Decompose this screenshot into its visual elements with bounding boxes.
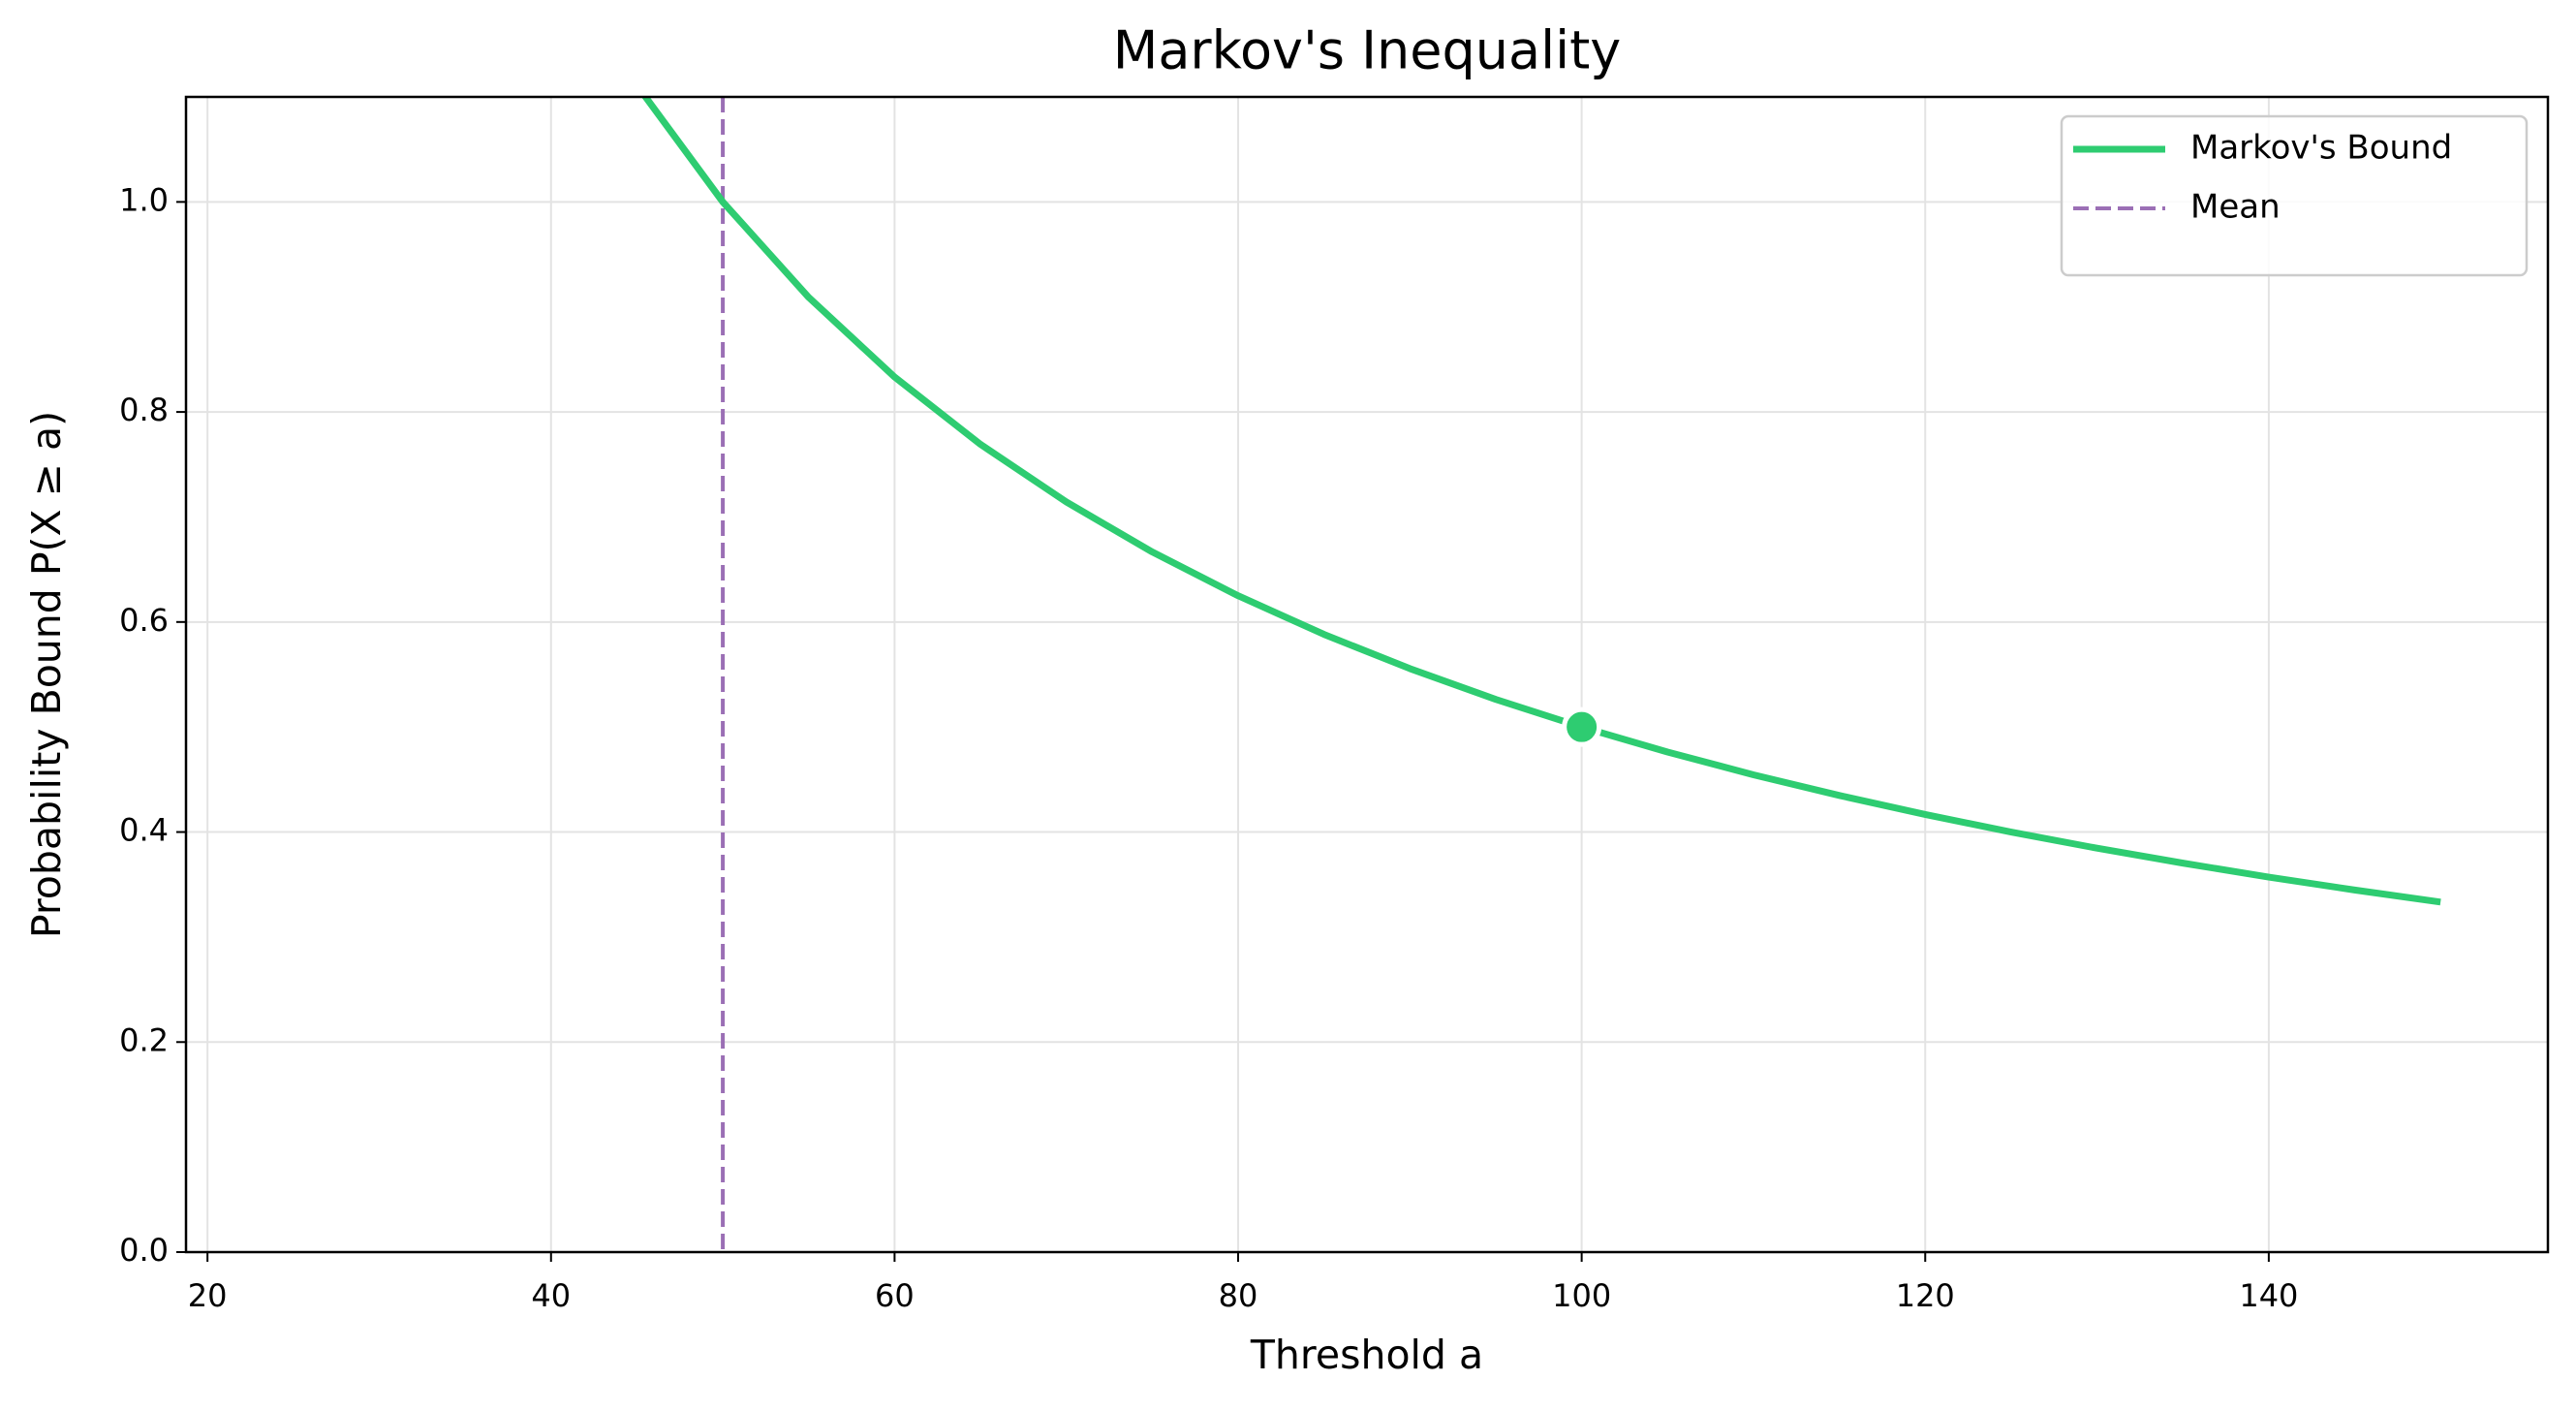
legend-box — [2060, 114, 2529, 277]
y-tick-label: 0.4 — [119, 812, 169, 849]
x-tick-label: 60 — [875, 1277, 915, 1314]
plot-area — [640, 97, 2441, 1252]
y-tick-label: 0.0 — [119, 1232, 169, 1269]
x-tick-label: 100 — [1552, 1277, 1611, 1314]
x-axis-label: Threshold a — [1250, 1332, 1483, 1378]
x-tick-label: 20 — [188, 1277, 228, 1314]
x-tick-label: 140 — [2239, 1277, 2298, 1314]
x-tick-label: 40 — [531, 1277, 571, 1314]
y-tick-label: 0.2 — [119, 1021, 169, 1058]
y-axis-label: Probability Bound P(X ≥ a) — [23, 411, 70, 938]
legend-label: Mean — [2190, 188, 2281, 227]
line-series — [640, 97, 2441, 906]
legend-label: Markov's Bound — [2190, 129, 2452, 168]
plot-frame — [184, 95, 2550, 1254]
x-tick-label: 80 — [1219, 1277, 1258, 1314]
y-tick-label: 0.6 — [119, 602, 169, 639]
highlight-point — [1562, 706, 1602, 747]
chart-title: Markov's Inequality — [1113, 20, 1621, 81]
y-tick-label: 0.8 — [119, 392, 169, 428]
x-tick-label: 120 — [1896, 1277, 1955, 1314]
y-tick-label: 1.0 — [119, 181, 169, 218]
